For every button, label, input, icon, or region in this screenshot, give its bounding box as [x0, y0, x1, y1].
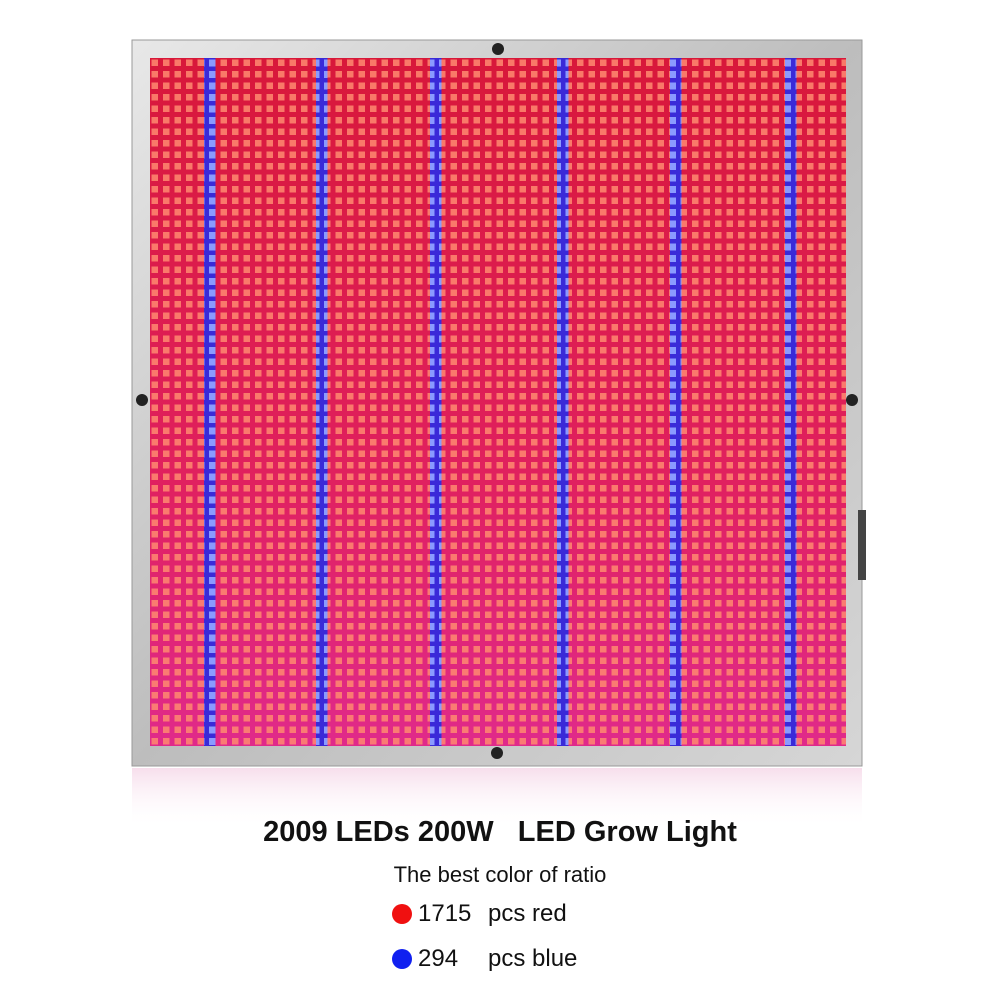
red-item: 1715 pcs red: [392, 900, 567, 928]
title: 2009 LEDs 200W LED Grow Light: [263, 816, 737, 848]
subtitle: The best color of ratio: [393, 862, 607, 887]
unit: pcs red: [488, 900, 567, 927]
blue-dot: [392, 949, 412, 969]
unit: pcs blue: [488, 945, 578, 972]
red-dot: [392, 904, 412, 924]
reflection: [132, 768, 862, 828]
red-leds: [150, 58, 846, 746]
count: 1715: [418, 900, 472, 927]
count: 294: [418, 945, 459, 972]
screws: [136, 43, 858, 759]
side-switch: [858, 510, 866, 580]
blue-item: 294 pcs blue: [392, 945, 577, 973]
blue-led-columns: [204, 58, 797, 746]
